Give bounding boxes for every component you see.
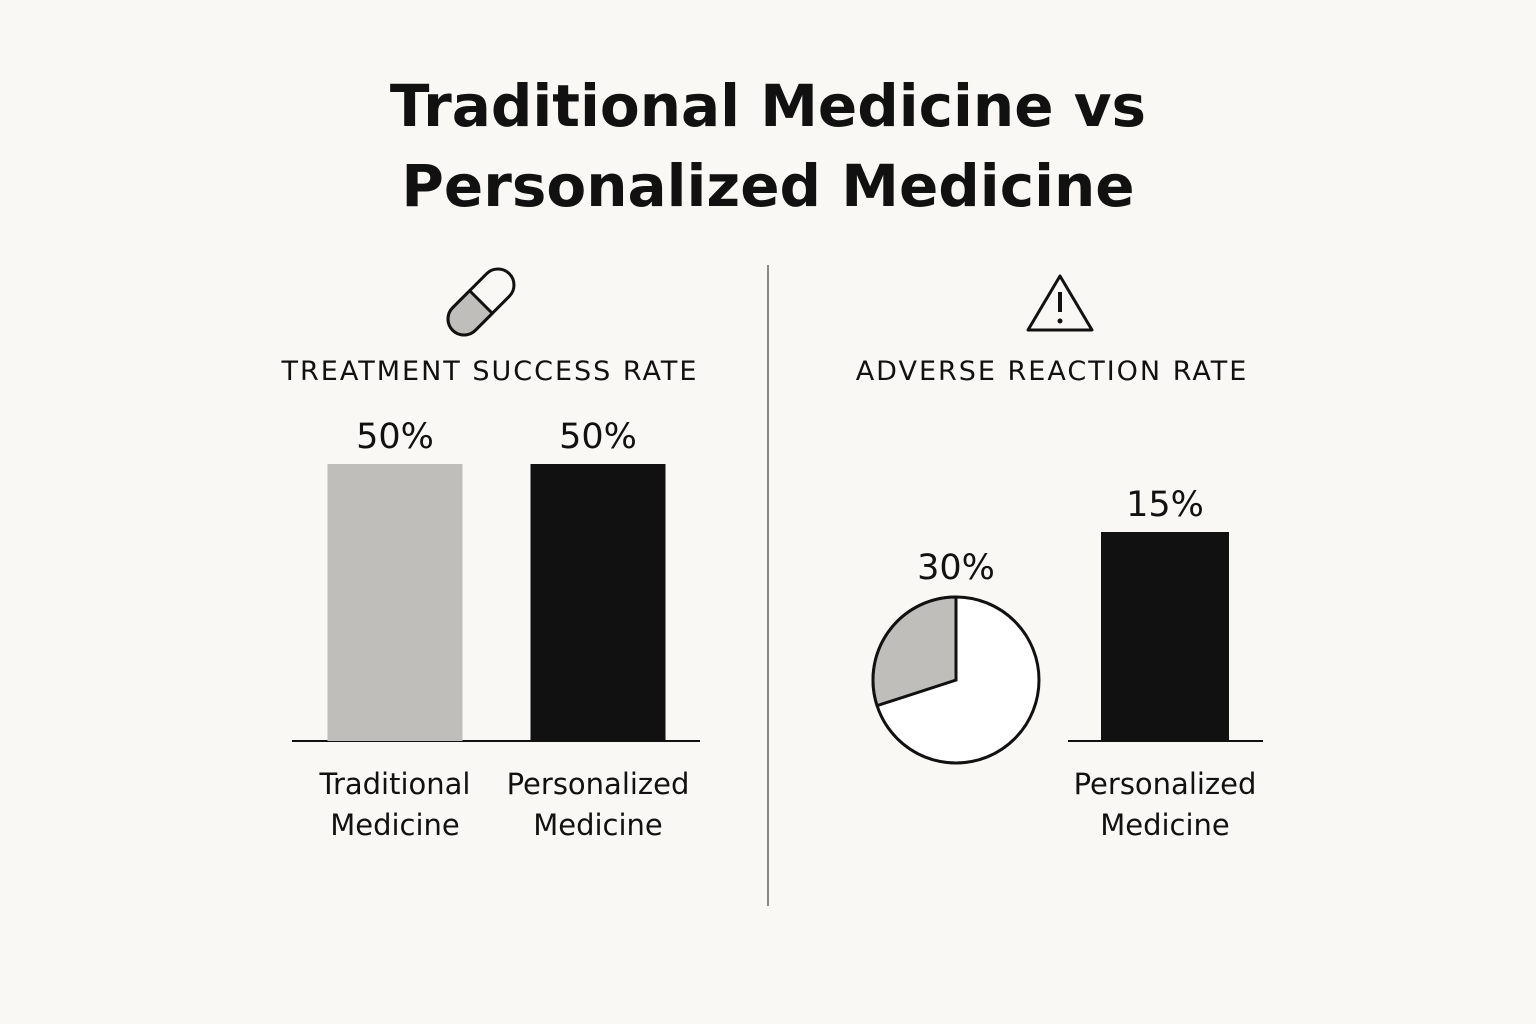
bar <box>530 464 666 741</box>
value-label: 15% <box>1126 485 1204 525</box>
category-label: Personalized Medicine <box>1074 767 1257 842</box>
pill-icon <box>446 267 516 337</box>
bar <box>327 464 463 741</box>
category-label: Personalized Medicine <box>507 767 690 842</box>
pie-slice <box>871 595 958 708</box>
category-label: Traditional Medicine <box>319 767 471 842</box>
value-label: 50% <box>559 417 637 457</box>
value-label: 30% <box>917 548 995 588</box>
chart-title: ADVERSE REACTION RATE <box>856 356 1249 387</box>
warning-icon <box>1026 274 1094 332</box>
chart-title: TREATMENT SUCCESS RATE <box>281 356 699 387</box>
bar <box>1101 532 1229 741</box>
page-title: Traditional Medicine vs Personalized Med… <box>389 72 1147 220</box>
value-label: 50% <box>356 417 434 457</box>
